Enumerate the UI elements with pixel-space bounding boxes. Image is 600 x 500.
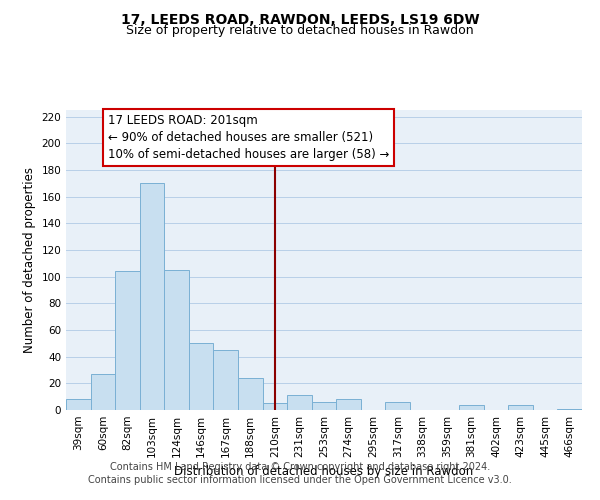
Bar	[91, 374, 115, 410]
Bar	[189, 344, 214, 410]
Bar	[164, 270, 189, 410]
Bar	[214, 350, 238, 410]
Bar	[115, 272, 140, 410]
Text: Contains public sector information licensed under the Open Government Licence v3: Contains public sector information licen…	[88, 475, 512, 485]
Bar	[508, 404, 533, 410]
Bar	[312, 402, 336, 410]
Bar	[459, 404, 484, 410]
Text: Contains HM Land Registry data © Crown copyright and database right 2024.: Contains HM Land Registry data © Crown c…	[110, 462, 490, 472]
Y-axis label: Number of detached properties: Number of detached properties	[23, 167, 36, 353]
Bar	[385, 402, 410, 410]
Bar	[263, 404, 287, 410]
X-axis label: Distribution of detached houses by size in Rawdon: Distribution of detached houses by size …	[175, 466, 473, 478]
Text: 17, LEEDS ROAD, RAWDON, LEEDS, LS19 6DW: 17, LEEDS ROAD, RAWDON, LEEDS, LS19 6DW	[121, 12, 479, 26]
Text: Size of property relative to detached houses in Rawdon: Size of property relative to detached ho…	[126, 24, 474, 37]
Bar	[557, 408, 582, 410]
Bar	[140, 184, 164, 410]
Text: 17 LEEDS ROAD: 201sqm
← 90% of detached houses are smaller (521)
10% of semi-det: 17 LEEDS ROAD: 201sqm ← 90% of detached …	[108, 114, 389, 161]
Bar	[336, 400, 361, 410]
Bar	[238, 378, 263, 410]
Bar	[287, 396, 312, 410]
Bar	[66, 400, 91, 410]
